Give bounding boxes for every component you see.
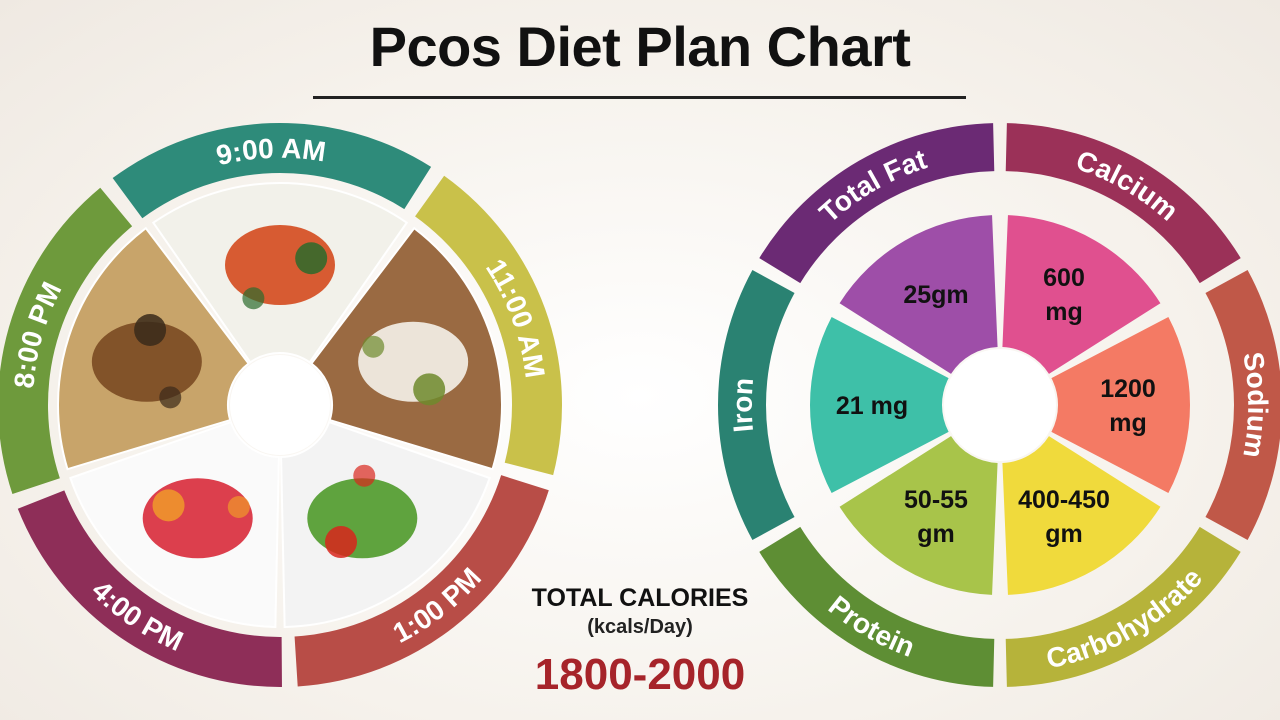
nutrient-band (1205, 270, 1280, 540)
page-title: Pcos Diet Plan Chart (369, 15, 911, 78)
nutrient-value-text: mg (1045, 298, 1083, 326)
nutrient-slice (810, 316, 949, 494)
food-image-vegetable-salad (280, 420, 491, 628)
meal-time-band (17, 490, 282, 687)
nutrient-slice (1002, 436, 1161, 595)
food-image-fruit-bowl (69, 420, 280, 628)
nutrient-value-text: 1200 (1100, 375, 1156, 403)
nutrient-sodium: Sodium 1200 mg (1051, 270, 1280, 540)
nutrient-value-text: 50-55 (904, 486, 968, 514)
nutrient-band (759, 123, 995, 284)
nutrient-slice (1051, 316, 1190, 494)
nutrient-value-text: 400-450 (1018, 486, 1110, 514)
nutrient-wheel: Calcium600mgSodium1200mgCarbohydrate400-… (718, 123, 1280, 687)
nutrient-slice (839, 215, 998, 374)
title-underline (313, 96, 966, 99)
nutrient-band (718, 270, 795, 540)
nutrient-value-text: 25gm (903, 281, 968, 309)
meal-segment-900am: 9:00 AM (112, 123, 432, 219)
meal-time-band (294, 475, 549, 687)
meal-time-band (415, 175, 562, 476)
nutrient-band (759, 526, 995, 687)
nutrient-slice (1002, 215, 1161, 374)
nutrient-band (1005, 123, 1241, 284)
nutrient-slice (839, 436, 998, 595)
food-image-idli-sambar (151, 182, 409, 364)
meal-time-band (112, 123, 432, 219)
total-calories-unit: (kcals/Day) (587, 616, 693, 638)
meal-time-band (0, 187, 133, 495)
wheel-center (944, 349, 1056, 461)
nutrient-name-label: Sodium (1237, 350, 1273, 460)
nutrient-band (1005, 526, 1241, 687)
nutrient-value-text: 21 mg (836, 392, 908, 420)
food-image-roti-curry (57, 226, 250, 471)
nutrient-value-text: gm (1045, 520, 1083, 548)
total-calories-value: 1800-2000 (534, 650, 746, 699)
nutrient-value-text: mg (1109, 409, 1147, 437)
nutrient-value-text: 600 (1043, 264, 1085, 292)
nutrient-value-text: gm (917, 520, 955, 548)
total-calories-title: TOTAL CALORIES (531, 584, 749, 612)
food-image-sprouts-bowl (310, 226, 503, 471)
wheel-center (230, 355, 330, 455)
